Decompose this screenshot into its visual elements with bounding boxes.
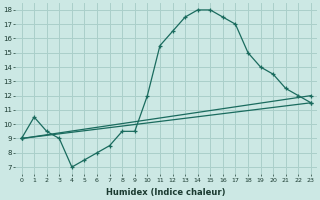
X-axis label: Humidex (Indice chaleur): Humidex (Indice chaleur) <box>107 188 226 197</box>
